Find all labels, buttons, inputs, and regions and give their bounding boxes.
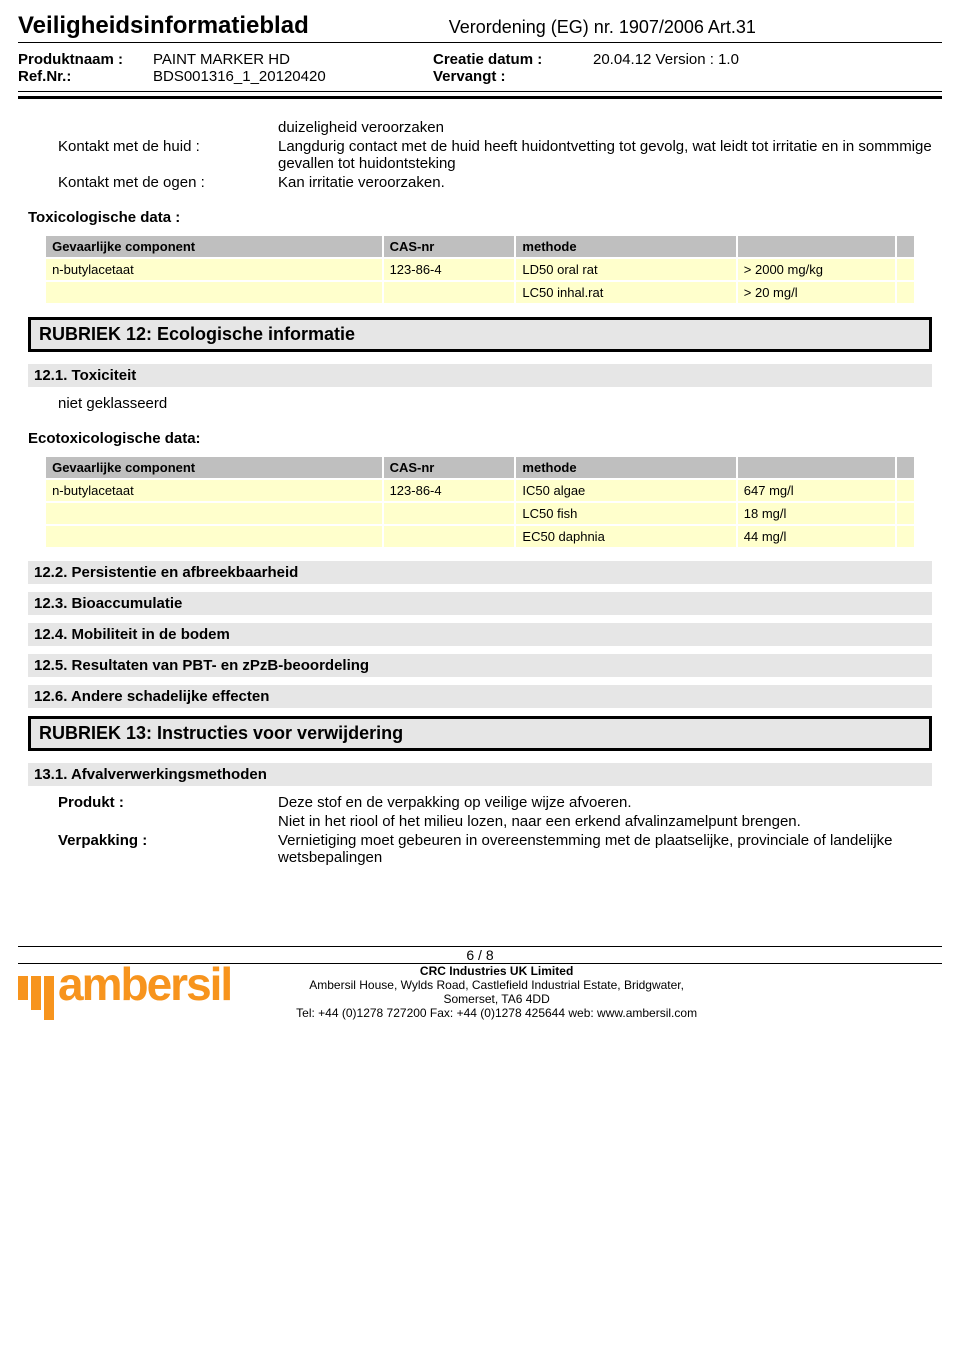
rubriek12-title: RUBRIEK 12: Ecologische informatie [28, 317, 932, 352]
cell-value: > 2000 mg/kg [737, 258, 896, 281]
cell-component [46, 502, 383, 525]
cell-component: n-butylacetaat [46, 479, 383, 502]
contact-skin-label: Kontakt met de huid : [58, 138, 268, 172]
cell-component [46, 525, 383, 547]
cell-spacer [896, 281, 914, 303]
cell-value: 18 mg/l [737, 502, 896, 525]
sub-12-2: 12.2. Persistentie en afbreekbaarheid [28, 561, 932, 584]
footer-company: CRC Industries UK Limited [251, 964, 742, 978]
doc-title: Veiligheidsinformatieblad [18, 12, 309, 40]
replaces-value [593, 68, 793, 85]
table-row: n-butylacetaat 123-86-4 IC50 algae 647 m… [46, 479, 914, 502]
cell-method: LD50 oral rat [515, 258, 736, 281]
cell-method: EC50 daphnia [515, 525, 736, 547]
cell-value: 647 mg/l [737, 479, 896, 502]
cell-spacer [896, 479, 914, 502]
packaging-text: Vernietiging moet gebeuren in overeenste… [278, 832, 932, 866]
eco-table: Gevaarlijke component CAS-nr methode n-b… [46, 457, 914, 547]
cell-spacer [896, 502, 914, 525]
sub-12-6: 12.6. Andere schadelijke effecten [28, 685, 932, 708]
cell-method: LC50 fish [515, 502, 736, 525]
replaces-label: Vervangt : [433, 68, 593, 85]
skin-pretext: duizeligheid veroorzaken [278, 119, 932, 136]
table-row: LC50 inhal.rat > 20 mg/l [46, 281, 914, 303]
cell-value: 44 mg/l [737, 525, 896, 547]
contact-eyes-text: Kan irritatie veroorzaken. [278, 174, 932, 191]
cell-value: > 20 mg/l [737, 281, 896, 303]
th-component: Gevaarlijke component [46, 236, 383, 258]
sub-12-4: 12.4. Mobiliteit in de bodem [28, 623, 932, 646]
product-text1: Deze stof en de verpakking op veilige wi… [278, 794, 932, 811]
logo-text: ambersil [58, 958, 231, 1010]
sub-12-1-text: niet geklasseerd [58, 395, 932, 412]
th-method: methode [515, 236, 736, 258]
logo: ambersil [18, 964, 231, 1020]
footer-contact: Tel: +44 (0)1278 727200 Fax: +44 (0)1278… [251, 1006, 742, 1020]
tox-table: Gevaarlijke component CAS-nr methode n-b… [46, 236, 914, 303]
cell-component: n-butylacetaat [46, 258, 383, 281]
th-spacer [896, 236, 914, 258]
table-row: n-butylacetaat 123-86-4 LD50 oral rat > … [46, 258, 914, 281]
footer-address1: Ambersil House, Wylds Road, Castlefield … [251, 978, 742, 992]
cell-method: LC50 inhal.rat [515, 281, 736, 303]
cell-cas [383, 502, 516, 525]
product-label: Produkt : [58, 794, 268, 811]
cell-component [46, 281, 383, 303]
rubriek13-title: RUBRIEK 13: Instructies voor verwijderin… [28, 716, 932, 751]
eco-heading: Ecotoxicologische data: [28, 430, 932, 447]
product-name: PAINT MARKER HD [153, 51, 433, 68]
footer-address2: Somerset, TA6 4DD [251, 992, 742, 1006]
ref-value: BDS001316_1_20120420 [153, 68, 433, 85]
cell-cas [383, 281, 516, 303]
creation-date: 20.04.12 Version : 1.0 [593, 51, 793, 68]
ref-label: Ref.Nr.: [18, 68, 153, 85]
th-method: methode [515, 457, 736, 479]
th-spacer [896, 457, 914, 479]
table-row: LC50 fish 18 mg/l [46, 502, 914, 525]
sub-12-5: 12.5. Resultaten van PBT- en zPzB-beoord… [28, 654, 932, 677]
th-value [737, 236, 896, 258]
cell-method: IC50 algae [515, 479, 736, 502]
tox-data-heading: Toxicologische data : [28, 209, 932, 226]
packaging-label: Verpakking : [58, 832, 268, 866]
cell-cas: 123-86-4 [383, 479, 516, 502]
contact-eyes-label: Kontakt met de ogen : [58, 174, 268, 191]
contact-skin-text: Langdurig contact met de huid heeft huid… [278, 138, 932, 172]
product-text2: Niet in het riool of het milieu lozen, n… [278, 813, 932, 830]
cell-spacer [896, 258, 914, 281]
th-cas: CAS-nr [383, 236, 516, 258]
cell-cas: 123-86-4 [383, 258, 516, 281]
table-row: EC50 daphnia 44 mg/l [46, 525, 914, 547]
sub-12-1: 12.1. Toxiciteit [28, 364, 932, 387]
cell-cas [383, 525, 516, 547]
product-name-label: Produktnaam : [18, 51, 153, 68]
cell-spacer [896, 525, 914, 547]
th-value [737, 457, 896, 479]
regulation-text: Verordening (EG) nr. 1907/2006 Art.31 [449, 17, 756, 38]
sub-13-1: 13.1. Afvalverwerkingsmethoden [28, 763, 932, 786]
creation-date-label: Creatie datum : [433, 51, 593, 68]
sub-12-3: 12.3. Bioaccumulatie [28, 592, 932, 615]
th-cas: CAS-nr [383, 457, 516, 479]
th-component: Gevaarlijke component [46, 457, 383, 479]
